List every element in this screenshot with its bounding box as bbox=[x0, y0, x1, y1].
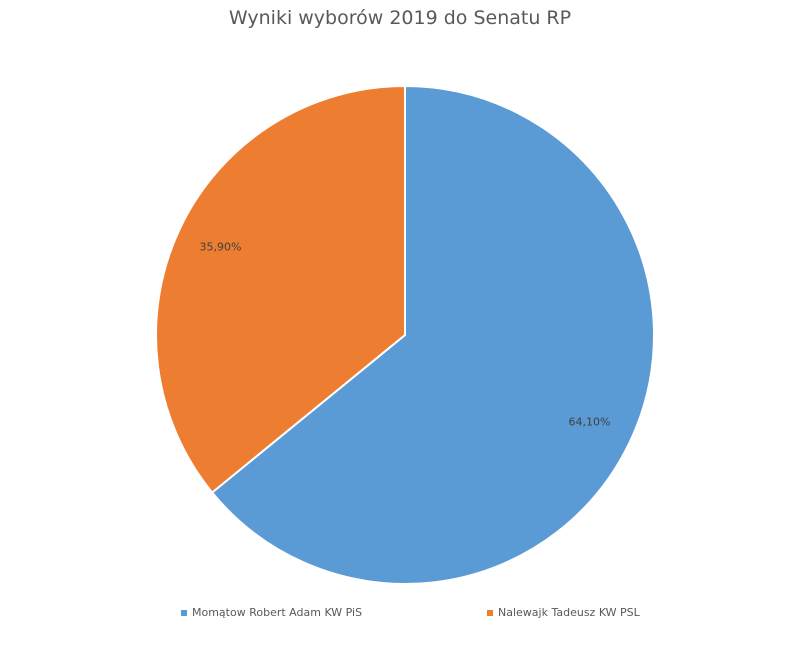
data-label-nalewajk: 35,90% bbox=[200, 240, 242, 253]
pie-chart: 64,10% 35,90% bbox=[155, 84, 655, 585]
legend-item-nalewajk: Nalewajk Tadeusz KW PSL bbox=[487, 606, 640, 619]
data-label-momatow: 64,10% bbox=[568, 416, 610, 429]
legend-swatch-nalewajk bbox=[487, 609, 493, 616]
pie-slice-momatow bbox=[210, 84, 655, 585]
legend-label-nalewajk: Nalewajk Tadeusz KW PSL bbox=[498, 606, 640, 619]
chart-title: Wyniki wyborów 2019 do Senatu RP bbox=[228, 7, 572, 29]
legend-item-momatow: Momątow Robert Adam KW PiS bbox=[181, 606, 362, 619]
legend-label-momatow: Momątow Robert Adam KW PiS bbox=[192, 606, 363, 619]
pie-slice-nalewajk bbox=[155, 84, 406, 494]
legend: Momątow Robert Adam KW PiS Nalewajk Tade… bbox=[0, 606, 800, 626]
legend-swatch-momatow bbox=[181, 609, 187, 616]
